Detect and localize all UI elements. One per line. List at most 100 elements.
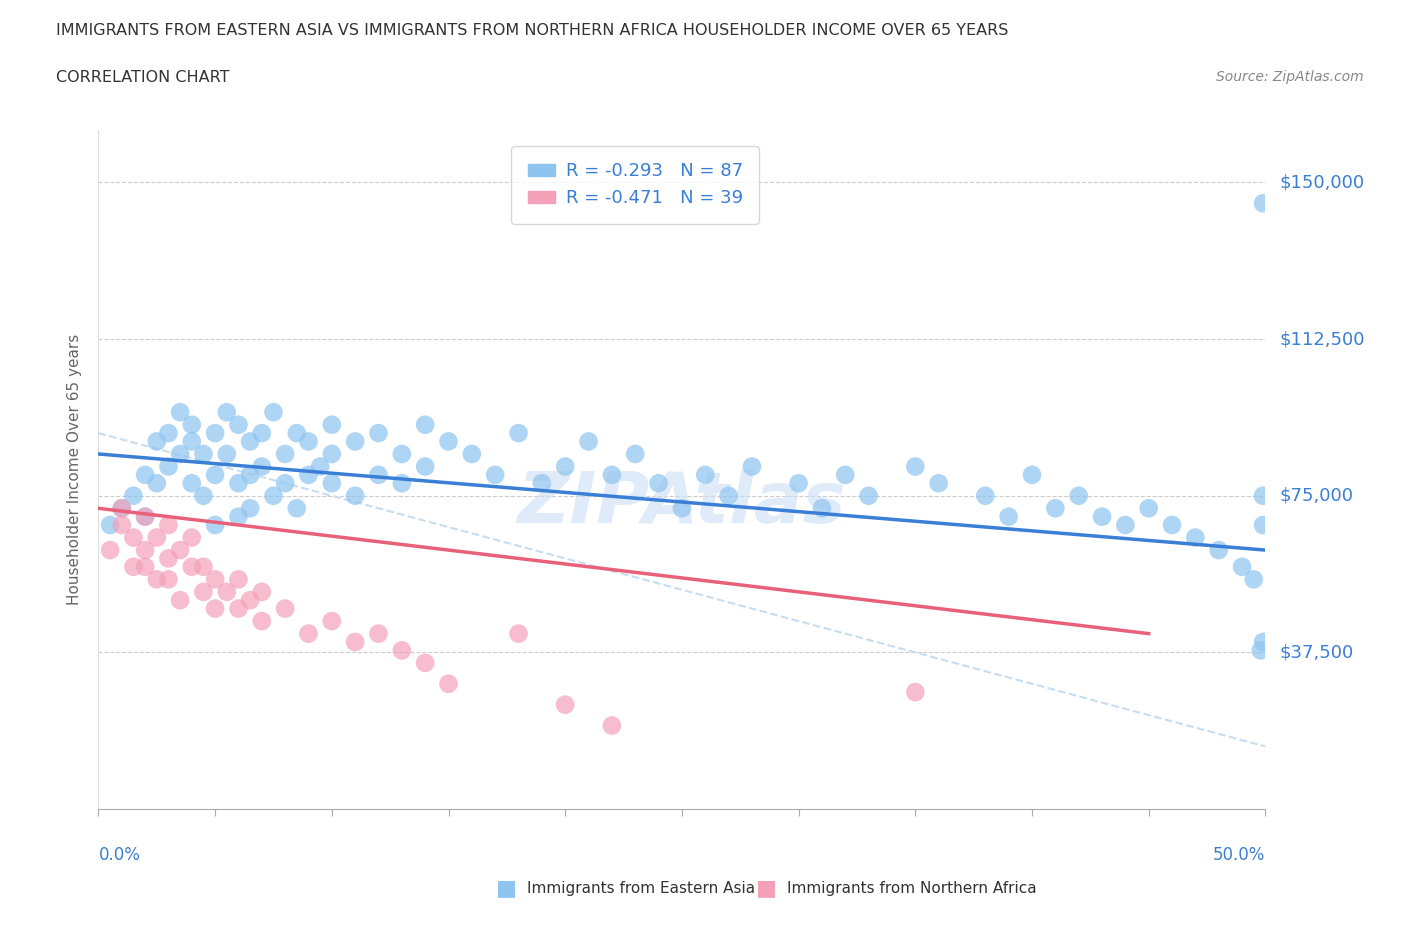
Text: ZIPAtlas: ZIPAtlas: [517, 469, 846, 538]
Text: ■: ■: [496, 878, 516, 898]
Point: [228, 601, 250, 616]
Point: [134, 542, 156, 557]
Point: [508, 426, 530, 441]
Point: [215, 405, 238, 419]
Point: [647, 476, 669, 491]
Point: [157, 459, 180, 474]
Point: [180, 434, 202, 449]
Point: [297, 434, 319, 449]
Point: [111, 518, 134, 533]
Point: [974, 488, 997, 503]
Text: IMMIGRANTS FROM EASTERN ASIA VS IMMIGRANTS FROM NORTHERN AFRICA HOUSEHOLDER INCO: IMMIGRANTS FROM EASTERN ASIA VS IMMIGRAN…: [56, 23, 1008, 38]
Point: [262, 405, 284, 419]
Point: [344, 434, 367, 449]
Point: [367, 426, 389, 441]
Point: [600, 718, 623, 733]
Text: $112,500: $112,500: [1279, 330, 1365, 348]
Point: [413, 418, 436, 432]
Point: [250, 426, 273, 441]
Point: [858, 488, 880, 503]
Point: [1161, 518, 1184, 533]
Point: [193, 488, 215, 503]
Point: [180, 418, 202, 432]
Point: [554, 698, 576, 712]
Point: [811, 501, 834, 516]
Text: 50.0%: 50.0%: [1213, 846, 1265, 865]
Point: [1067, 488, 1090, 503]
Point: [1243, 572, 1265, 587]
Point: [367, 468, 389, 483]
Point: [1251, 488, 1274, 503]
Point: [157, 426, 180, 441]
Point: [367, 626, 389, 641]
Text: $150,000: $150,000: [1279, 173, 1364, 192]
Point: [169, 542, 191, 557]
Point: [111, 501, 134, 516]
Point: [250, 584, 273, 599]
Point: [1230, 559, 1253, 574]
Point: [228, 418, 250, 432]
Point: [193, 584, 215, 599]
Legend: R = -0.293   N = 87, R = -0.471   N = 39: R = -0.293 N = 87, R = -0.471 N = 39: [512, 146, 759, 223]
Point: [157, 551, 180, 565]
Point: [671, 501, 693, 516]
Point: [321, 418, 343, 432]
Point: [1251, 518, 1274, 533]
Point: [834, 468, 856, 483]
Point: [1250, 643, 1272, 658]
Point: [297, 626, 319, 641]
Point: [134, 468, 156, 483]
Text: Immigrants from Northern Africa: Immigrants from Northern Africa: [787, 881, 1038, 896]
Point: [1114, 518, 1136, 533]
Point: [285, 426, 308, 441]
Point: [250, 614, 273, 629]
Point: [169, 446, 191, 461]
Point: [344, 634, 367, 649]
Point: [228, 510, 250, 525]
Point: [309, 459, 332, 474]
Point: [461, 446, 484, 461]
Point: [437, 676, 460, 691]
Point: [204, 426, 226, 441]
Point: [204, 572, 226, 587]
Point: [344, 488, 367, 503]
Point: [1137, 501, 1160, 516]
Point: [904, 684, 927, 699]
Point: [180, 476, 202, 491]
Point: [600, 468, 623, 483]
Point: [695, 468, 717, 483]
Point: [134, 559, 156, 574]
Point: [321, 614, 343, 629]
Point: [1045, 501, 1067, 516]
Point: [122, 488, 145, 503]
Point: [239, 592, 262, 607]
Point: [169, 405, 191, 419]
Point: [134, 510, 156, 525]
Point: [215, 584, 238, 599]
Point: [111, 501, 134, 516]
Point: [274, 601, 297, 616]
Text: 0.0%: 0.0%: [98, 846, 141, 865]
Text: $37,500: $37,500: [1279, 644, 1354, 661]
Point: [157, 518, 180, 533]
Point: [146, 434, 169, 449]
Point: [413, 459, 436, 474]
Point: [122, 530, 145, 545]
Point: [437, 434, 460, 449]
Point: [228, 476, 250, 491]
Point: [297, 468, 319, 483]
Point: [530, 476, 553, 491]
Point: [1251, 196, 1274, 211]
Point: [624, 446, 647, 461]
Point: [146, 530, 169, 545]
Point: [239, 434, 262, 449]
Point: [193, 446, 215, 461]
Point: [1091, 510, 1114, 525]
Text: Source: ZipAtlas.com: Source: ZipAtlas.com: [1216, 70, 1364, 84]
Point: [928, 476, 950, 491]
Point: [285, 501, 308, 516]
Point: [98, 542, 121, 557]
Point: [1251, 634, 1274, 649]
Point: [554, 459, 576, 474]
Y-axis label: Householder Income Over 65 years: Householder Income Over 65 years: [67, 334, 83, 605]
